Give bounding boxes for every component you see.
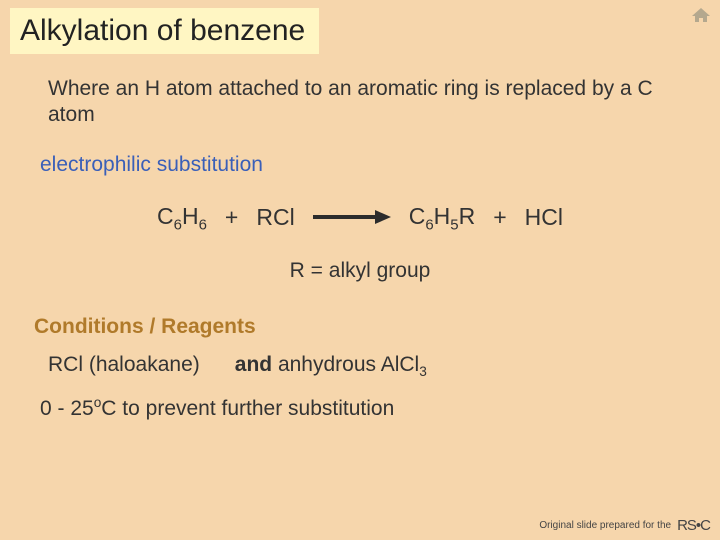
plus-1: + [225, 204, 238, 231]
product-1: C6H5R [409, 203, 476, 234]
r-group-note: R = alkyl group [0, 259, 720, 283]
reaction-equation: C6H6 + RCl C6H5R + HCl [0, 203, 720, 234]
intro-text: Where an H atom attached to an aromatic … [48, 76, 672, 129]
footer-credit: Original slide prepared for the RS•C [539, 517, 710, 534]
slide-title: Alkylation of benzene [10, 8, 319, 54]
reaction-subtype: electrophilic substitution [40, 153, 720, 177]
conditions-heading: Conditions / Reagents [34, 315, 720, 339]
reagent-2-sub: 3 [419, 364, 427, 379]
reagent-1: RCl (haloakane) [48, 353, 200, 376]
temperature-line: 0 - 25oC to prevent further substitution [40, 395, 720, 421]
rsc-logo: RS•C [677, 517, 710, 534]
reagent-2-mid: Cl [399, 353, 419, 376]
nav-home-icon[interactable] [690, 6, 712, 24]
reactant-1: C6H6 [157, 203, 207, 234]
product-2: HCl [525, 204, 563, 231]
reaction-arrow [313, 204, 391, 231]
footer-text: Original slide prepared for the [539, 520, 671, 531]
plus-2: + [493, 204, 506, 231]
reactant-2: RCl [256, 204, 294, 231]
reagent-2-pre: anhydrous Al [272, 353, 399, 376]
reagents-line: RCl (haloakane) and anhydrous AlCl3 [48, 353, 720, 379]
reagent-and: and [235, 353, 272, 376]
